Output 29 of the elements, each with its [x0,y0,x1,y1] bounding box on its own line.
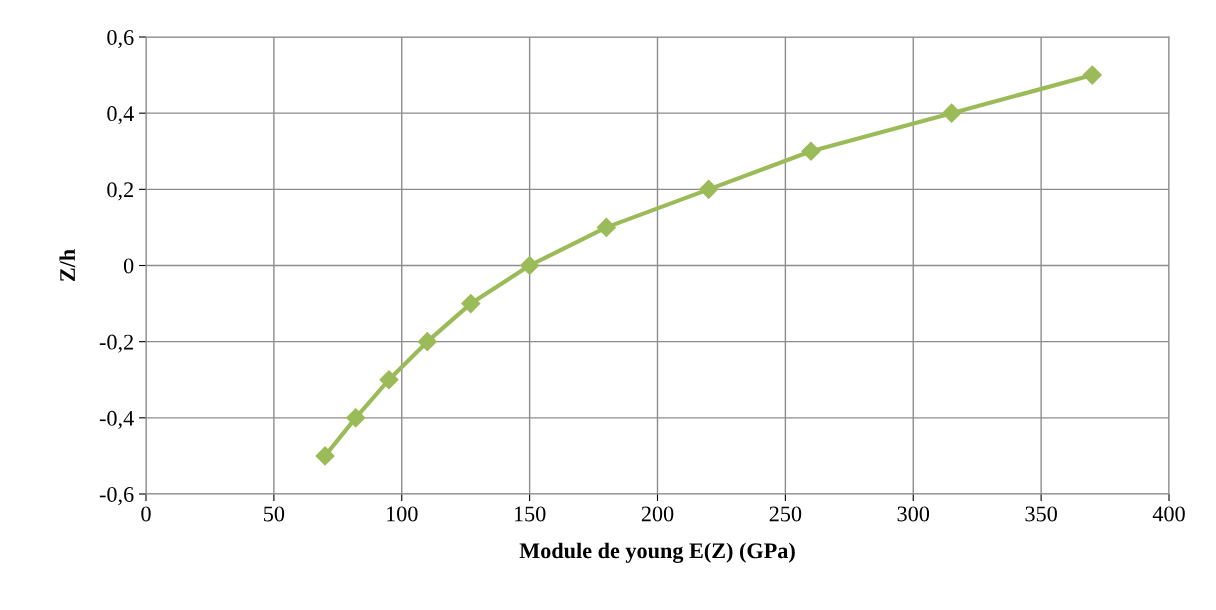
x-axis-title: Module de young E(Z) (GPa) [519,542,795,563]
y-tick-label: -0,2 [99,334,133,353]
y-tick-label: -0,6 [99,486,134,506]
x-tick-label: 300 [897,506,930,522]
x-tick-label: 350 [1025,506,1057,522]
point [520,255,540,276]
point [346,408,366,428]
point [315,446,335,466]
x-tick-label: 100 [387,506,418,522]
x-tick-label: 0 [141,506,151,522]
y-tick-label: 0,2 [107,182,133,201]
point [699,179,719,199]
point [461,294,481,314]
x-tick-label: 50 [264,506,285,522]
x-tick-label: 200 [641,506,674,522]
y-tick-label: 0 [123,258,134,274]
y-tick-label: 0,4 [107,106,134,125]
point [417,332,437,352]
x-tick-label: 150 [514,506,546,522]
x-tick-label: 250 [769,506,802,522]
x-tick-label: 400 [1152,506,1185,522]
point [379,370,399,390]
y-tick-label: -0,4 [99,410,134,429]
point [596,217,616,237]
y-tick-label: 0,6 [107,29,134,49]
point [1082,65,1102,85]
y-axis-title: Z/h [59,249,76,282]
point [801,141,821,161]
point [942,103,962,123]
